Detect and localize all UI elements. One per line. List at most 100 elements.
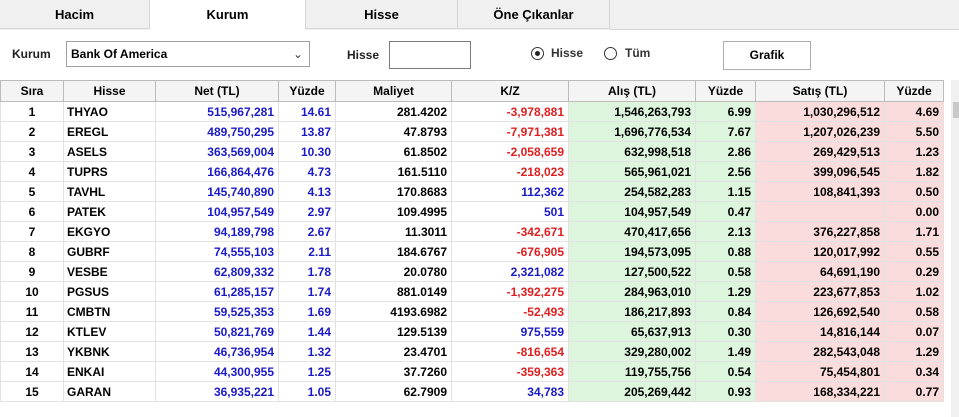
cell-net: 74,555,103 xyxy=(155,241,279,262)
cell-alis-yuzde: 0.93 xyxy=(695,381,756,402)
cell-alis-yuzde: 2.86 xyxy=(695,141,756,162)
cell-kz: 112,362 xyxy=(451,181,569,202)
data-table: Sıra Hisse Net (TL) Yüzde Maliyet K/Z Al… xyxy=(0,80,944,402)
cell-satis-yuzde: 1.71 xyxy=(884,221,944,242)
grafik-button[interactable]: Grafik xyxy=(723,41,811,70)
table-row[interactable]: 6 PATEK 104,957,549 2.97 109.4995 501 104,957,… xyxy=(0,201,944,222)
kurum-select-value: Bank Of America xyxy=(71,47,168,61)
scrollbar-thumb[interactable] xyxy=(953,102,959,118)
table-row[interactable]: 9 VESBE 62,809,332 1.78 20.0780 2,321,082 127,… xyxy=(0,261,944,282)
cell-maliyet: 184.6767 xyxy=(335,241,452,262)
table-row[interactable]: 14 ENKAI 44,300,955 1.25 37.7260 -359,363 119,… xyxy=(0,361,944,382)
cell-hisse: EKGYO xyxy=(63,221,156,242)
table-row[interactable]: 5 TAVHL 145,740,890 4.13 170.8683 112,362 254,… xyxy=(0,181,944,202)
table-row[interactable]: 10 PGSUS 61,285,157 1.74 881.0149 -1,392,275 2… xyxy=(0,281,944,302)
cell-maliyet: 61.8502 xyxy=(335,141,452,162)
cell-net: 50,821,769 xyxy=(155,321,279,342)
tab-one-cikanlar[interactable]: Öne Çıkanlar xyxy=(458,0,610,29)
cell-yuzde: 1.32 xyxy=(278,341,336,362)
table-row[interactable]: 1 THYAO 515,967,281 14.61 281.4202 -3,978,881… xyxy=(0,101,944,122)
cell-satis: 1,030,296,512 xyxy=(755,101,885,122)
cell-satis-yuzde: 5.50 xyxy=(884,121,944,142)
cell-sira: 14 xyxy=(0,361,64,382)
cell-satis: 1,207,026,239 xyxy=(755,121,885,142)
col-header-yuzde[interactable]: Yüzde xyxy=(278,80,336,102)
table-row[interactable]: 4 TUPRS 166,864,476 4.73 161.5110 -218,023 565… xyxy=(0,161,944,182)
hisse-input[interactable] xyxy=(389,41,471,69)
cell-satis-yuzde: 0.07 xyxy=(884,321,944,342)
cell-kz: -2,058,659 xyxy=(451,141,569,162)
cell-satis-yuzde: 1.23 xyxy=(884,141,944,162)
radio-hisse-label[interactable]: Hisse xyxy=(551,46,584,60)
cell-alis-yuzde: 0.47 xyxy=(695,201,756,222)
tab-hisse[interactable]: Hisse xyxy=(306,0,458,29)
cell-satis: 223,677,853 xyxy=(755,281,885,302)
cell-alis-yuzde: 7.67 xyxy=(695,121,756,142)
cell-maliyet: 20.0780 xyxy=(335,261,452,282)
cell-alis-yuzde: 0.30 xyxy=(695,321,756,342)
cell-satis: 376,227,858 xyxy=(755,221,885,242)
col-header-sira[interactable]: Sıra xyxy=(0,80,64,102)
table-row[interactable]: 13 YKBNK 46,736,954 1.32 23.4701 -816,654 329,… xyxy=(0,341,944,362)
radio-tum-label[interactable]: Tüm xyxy=(625,46,651,60)
col-header-satis-yuzde[interactable]: Yüzde xyxy=(884,80,944,102)
radio-tum[interactable] xyxy=(604,47,617,60)
cell-sira: 9 xyxy=(0,261,64,282)
table-row[interactable]: 2 EREGL 489,750,295 13.87 47.8793 -7,971,381 1… xyxy=(0,121,944,142)
cell-net: 489,750,295 xyxy=(155,121,279,142)
cell-hisse: PATEK xyxy=(63,201,156,222)
kurum-select[interactable]: Bank Of America ⌄ xyxy=(66,41,310,67)
cell-satis-yuzde: 1.02 xyxy=(884,281,944,302)
col-header-alis[interactable]: Alış (TL) xyxy=(568,80,696,102)
table-header-row: Sıra Hisse Net (TL) Yüzde Maliyet K/Z Al… xyxy=(0,80,944,102)
table-row[interactable]: 3 ASELS 363,569,004 10.30 61.8502 -2,058,659 6… xyxy=(0,141,944,162)
col-header-maliyet[interactable]: Maliyet xyxy=(335,80,452,102)
cell-alis: 1,696,776,534 xyxy=(568,121,696,142)
table-row[interactable]: 11 CMBTN 59,525,353 1.69 4193.6982 -52,493 186… xyxy=(0,301,944,322)
cell-alis-yuzde: 0.58 xyxy=(695,261,756,282)
col-header-alis-yuzde[interactable]: Yüzde xyxy=(695,80,756,102)
cell-net: 44,300,955 xyxy=(155,361,279,382)
cell-yuzde: 1.44 xyxy=(278,321,336,342)
cell-maliyet: 47.8793 xyxy=(335,121,452,142)
cell-net: 61,285,157 xyxy=(155,281,279,302)
table-row[interactable]: 15 GARAN 36,935,221 1.05 62.7909 34,783 205,26… xyxy=(0,381,944,402)
col-header-hisse[interactable]: Hisse xyxy=(63,80,156,102)
cell-sira: 5 xyxy=(0,181,64,202)
tab-hacim[interactable]: Hacim xyxy=(0,0,150,29)
cell-alis: 254,582,283 xyxy=(568,181,696,202)
cell-satis-yuzde: 0.55 xyxy=(884,241,944,262)
filter-toolbar: Kurum Bank Of America ⌄ Hisse Hisse Tüm … xyxy=(0,30,959,80)
cell-satis xyxy=(755,201,885,222)
cell-yuzde: 2.67 xyxy=(278,221,336,242)
radio-hisse[interactable] xyxy=(531,47,544,60)
cell-hisse: CMBTN xyxy=(63,301,156,322)
cell-satis: 399,096,545 xyxy=(755,161,885,182)
col-header-satis[interactable]: Satış (TL) xyxy=(755,80,885,102)
cell-maliyet: 170.8683 xyxy=(335,181,452,202)
cell-alis: 205,269,442 xyxy=(568,381,696,402)
cell-alis: 119,755,756 xyxy=(568,361,696,382)
cell-satis: 126,692,540 xyxy=(755,301,885,322)
cell-kz: -3,978,881 xyxy=(451,101,569,122)
cell-hisse: VESBE xyxy=(63,261,156,282)
cell-net: 59,525,353 xyxy=(155,301,279,322)
cell-kz: 34,783 xyxy=(451,381,569,402)
table-row[interactable]: 8 GUBRF 74,555,103 2.11 184.6767 -676,905 194,… xyxy=(0,241,944,262)
col-header-kz[interactable]: K/Z xyxy=(451,80,569,102)
table-row[interactable]: 12 KTLEV 50,821,769 1.44 129.5139 975,559 65,6… xyxy=(0,321,944,342)
cell-hisse: EREGL xyxy=(63,121,156,142)
cell-alis: 186,217,893 xyxy=(568,301,696,322)
col-header-net[interactable]: Net (TL) xyxy=(155,80,279,102)
cell-maliyet: 11.3011 xyxy=(335,221,452,242)
cell-satis-yuzde: 0.50 xyxy=(884,181,944,202)
cell-hisse: TAVHL xyxy=(63,181,156,202)
cell-satis: 14,816,144 xyxy=(755,321,885,342)
cell-sira: 8 xyxy=(0,241,64,262)
vertical-scrollbar[interactable] xyxy=(951,80,959,417)
tab-kurum[interactable]: Kurum xyxy=(150,0,306,30)
chevron-down-icon[interactable]: ⌄ xyxy=(292,47,303,61)
cell-alis: 1,546,263,793 xyxy=(568,101,696,122)
cell-yuzde: 1.25 xyxy=(278,361,336,382)
table-row[interactable]: 7 EKGYO 94,189,798 2.67 11.3011 -342,671 470,4… xyxy=(0,221,944,242)
